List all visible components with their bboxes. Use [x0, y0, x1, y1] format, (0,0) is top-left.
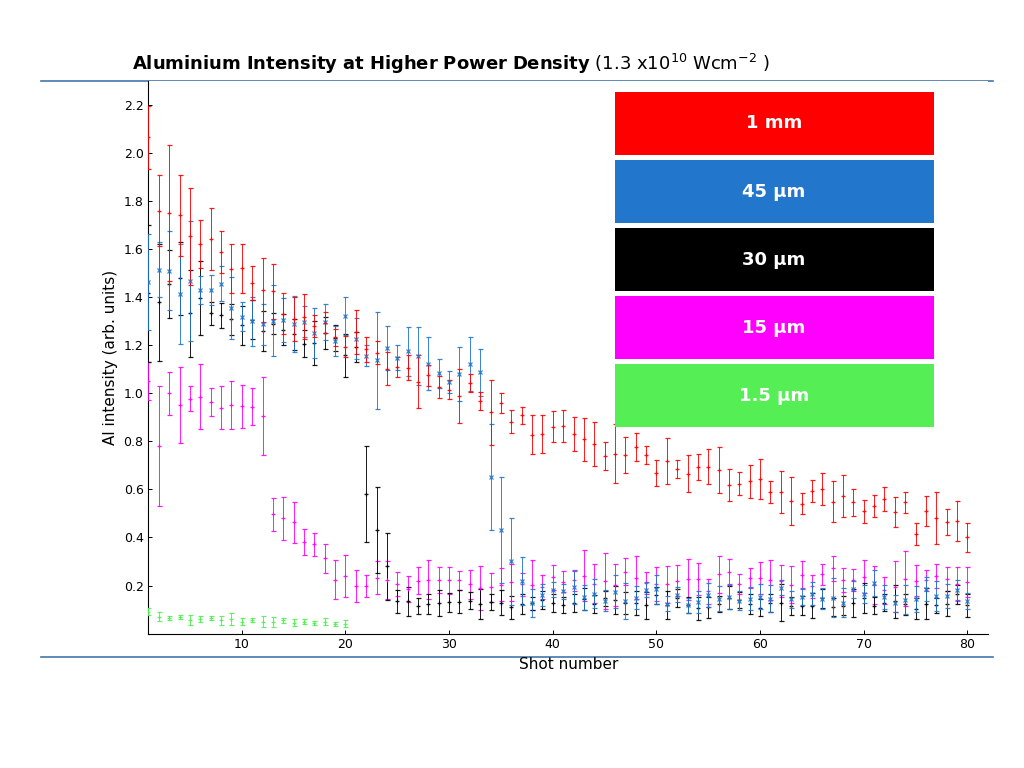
Text: 30 μm: 30 μm: [742, 250, 806, 269]
FancyBboxPatch shape: [614, 91, 934, 155]
Text: 45 μm: 45 μm: [742, 183, 806, 200]
Y-axis label: Al intensity (arb. units): Al intensity (arb. units): [103, 270, 118, 445]
Text: $\mathbf{Aluminium\ Intensity\ at\ Higher\ Power\ Density}$ (1.3 x10$^{10}$ Wcm$: $\mathbf{Aluminium\ Intensity\ at\ Highe…: [132, 51, 770, 75]
FancyBboxPatch shape: [614, 228, 934, 291]
Text: 1.5 μm: 1.5 μm: [739, 386, 809, 405]
Text: 1 mm: 1 mm: [745, 114, 802, 133]
Text: 15 μm: 15 μm: [742, 319, 806, 336]
FancyBboxPatch shape: [614, 364, 934, 427]
FancyBboxPatch shape: [614, 296, 934, 359]
X-axis label: Shot number: Shot number: [518, 657, 618, 672]
FancyBboxPatch shape: [614, 160, 934, 223]
